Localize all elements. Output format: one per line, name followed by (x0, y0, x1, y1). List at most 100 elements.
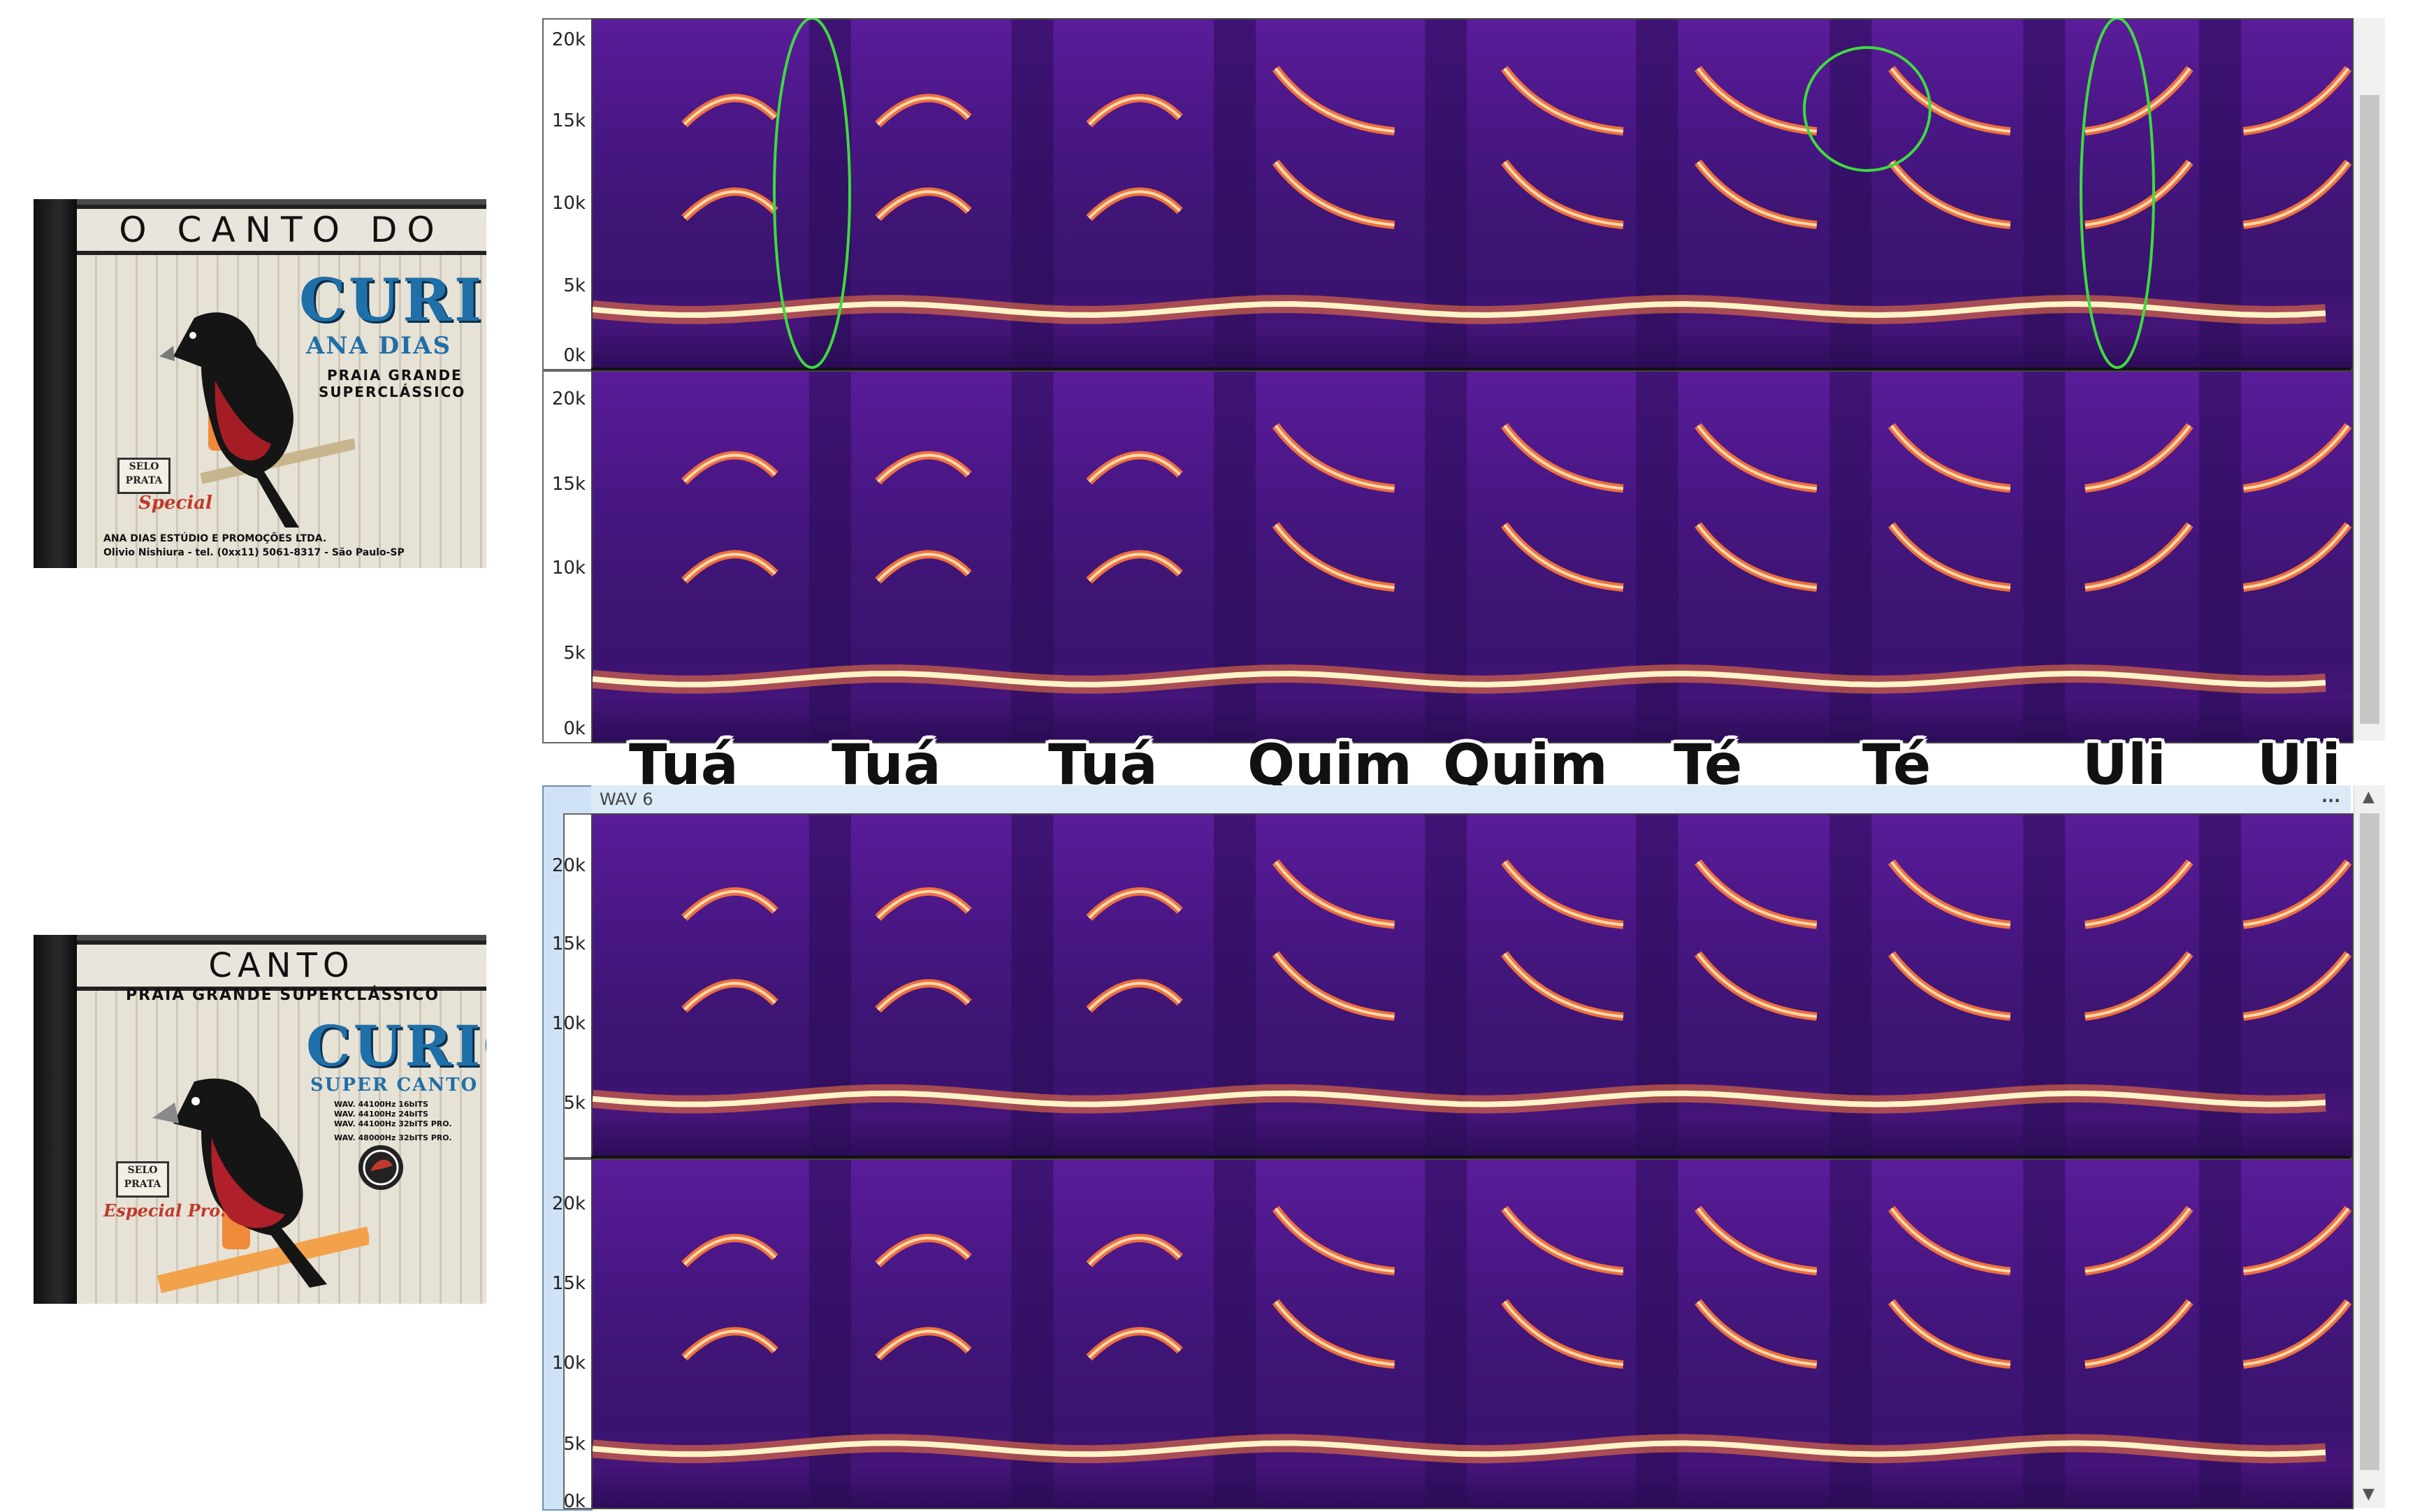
tick-label: 0k (563, 345, 586, 366)
harmonic-core (1088, 553, 1181, 582)
harmonic-trace (1888, 522, 2011, 592)
scroll-down-arrow-icon[interactable]: ▼ (2363, 1485, 2374, 1503)
harmonic-core (1890, 1300, 2011, 1366)
harmonic-trace (1501, 1205, 1624, 1276)
harmonic-core (1697, 1300, 1818, 1366)
scrollbar-thumb[interactable] (2360, 95, 2379, 724)
harmonic-core (1890, 523, 2011, 589)
syllable-gap (808, 1160, 851, 1508)
vertical-scrollbar[interactable]: ▲ ▼ (2354, 785, 2385, 1508)
vertical-scrollbar[interactable] (2354, 18, 2385, 741)
harmonic-trace (2242, 522, 2352, 592)
freq-axis-top-ch1: 20k 15k 10k 5k 0k (542, 18, 593, 370)
cd-header: CANTO (77, 940, 486, 991)
tick-label: 5k (563, 275, 586, 296)
harmonic-trace (1695, 1299, 1818, 1369)
harmonic-core (683, 553, 776, 582)
tick-label: 20k (551, 1193, 586, 1214)
track-title-bar[interactable] (591, 785, 2351, 814)
spectrogram-channel-4[interactable] (591, 1158, 2354, 1509)
cd-cover-top: O CANTO DO CURIÓ ANA DIAS PRAIA GRANDE S… (34, 199, 486, 568)
harmonic-core (1890, 67, 2011, 133)
harmonic-trace (1272, 423, 1395, 493)
harmonic-trace (2084, 859, 2193, 929)
harmonic-core (2084, 952, 2191, 1018)
harmonic-core (877, 190, 970, 219)
cd-spine (34, 199, 77, 568)
harmonic-core (1697, 523, 1818, 589)
syllable-gap (808, 372, 851, 742)
cd-subtitle-2: SUPERCLÁSSICO (319, 384, 466, 400)
spectrogram-channel-1[interactable] (591, 18, 2354, 370)
harmonic-core (2243, 424, 2350, 490)
harmonic-trace (2242, 1299, 2352, 1369)
harmonic-core (1890, 1207, 2011, 1273)
harmonic-core (1890, 861, 2011, 926)
harmonic-trace (1695, 859, 1818, 929)
harmonic-core (2084, 424, 2191, 490)
harmonic-core (1697, 161, 1818, 226)
harmonic-trace (1501, 951, 1624, 1021)
tick-label: 5k (563, 1093, 586, 1114)
tick-label: 15k (551, 1273, 586, 1294)
scroll-up-arrow-icon[interactable]: ▲ (2363, 788, 2374, 806)
cd-subheader: PRAIA GRANDE SUPERCLÁSSICO (126, 987, 440, 1004)
spectrogram-traces (593, 372, 2352, 742)
harmonic-trace (1695, 423, 1818, 493)
track-menu-button[interactable]: ... (2321, 787, 2341, 806)
cd-title: CURIÓ (306, 1013, 486, 1079)
harmonic-core (1697, 1207, 1818, 1273)
bird-illustration (152, 1078, 369, 1293)
harmonic-trace (1501, 1299, 1624, 1369)
harmonic-core (1274, 861, 1395, 926)
tick-label: 0k (563, 718, 586, 739)
tick-label: 20k (551, 855, 586, 876)
harmonic-core (1503, 161, 1624, 226)
harmonic-core (1697, 424, 1818, 490)
harmonic-trace (1888, 1299, 2011, 1369)
harmonic-core (2084, 67, 2191, 133)
harmonic-core (877, 1236, 970, 1265)
seal-line-1: SELO (127, 1165, 158, 1176)
harmonic-core (1088, 96, 1181, 126)
tick-label: 5k (563, 1434, 586, 1455)
harmonic-core (1088, 982, 1181, 1011)
tick-label: 15k (551, 474, 586, 495)
tick-label: 15k (551, 110, 586, 131)
harmonic-core (877, 553, 970, 582)
spectrogram-channel-3[interactable] (591, 813, 2354, 1158)
fundamental-trace (593, 1090, 2326, 1107)
harmonic-trace (1501, 522, 1624, 592)
cd-subtitle: SUPER CANTO (310, 1075, 479, 1096)
harmonic-trace (1888, 1205, 2011, 1276)
spectrogram-channel-2[interactable] (591, 370, 2354, 743)
harmonic-core (1697, 861, 1818, 926)
harmonic-trace (2242, 1205, 2352, 1276)
harmonic-trace (1501, 859, 1624, 929)
spectrogram-traces (593, 815, 2352, 1157)
harmonic-core (1274, 161, 1395, 226)
harmonic-core (2243, 67, 2350, 133)
harmonic-core (1503, 1300, 1624, 1366)
cd-subtitle-1: PRAIA GRANDE (327, 367, 463, 384)
harmonic-core (1890, 424, 2011, 490)
harmonic-core (1088, 453, 1181, 483)
harmonic-core (877, 96, 970, 126)
scrollbar-thumb[interactable] (2360, 813, 2379, 1470)
harmonic-core (1503, 67, 1624, 133)
syllable-gap (1636, 1160, 1678, 1508)
cd-footer-1: ANA DIAS ESTÚDIO E PROMOÇÕES LTDA. (103, 533, 327, 544)
harmonic-trace (1272, 1299, 1395, 1369)
highlight-ellipse-tua (773, 18, 851, 369)
harmonic-trace (1272, 859, 1395, 929)
harmonic-trace (1695, 522, 1818, 592)
harmonic-core (1697, 67, 1818, 133)
syllable-gap (1214, 1160, 1256, 1508)
freq-axis-bottom-ch2: 20k 15k 10k 5k 0k (552, 1158, 593, 1512)
harmonic-core (1697, 952, 1818, 1018)
harmonic-core (1890, 952, 2011, 1018)
cd-spine (34, 935, 77, 1304)
harmonic-trace (2084, 1299, 2193, 1369)
harmonic-trace (2084, 1205, 2193, 1276)
harmonic-core (2084, 161, 2191, 226)
